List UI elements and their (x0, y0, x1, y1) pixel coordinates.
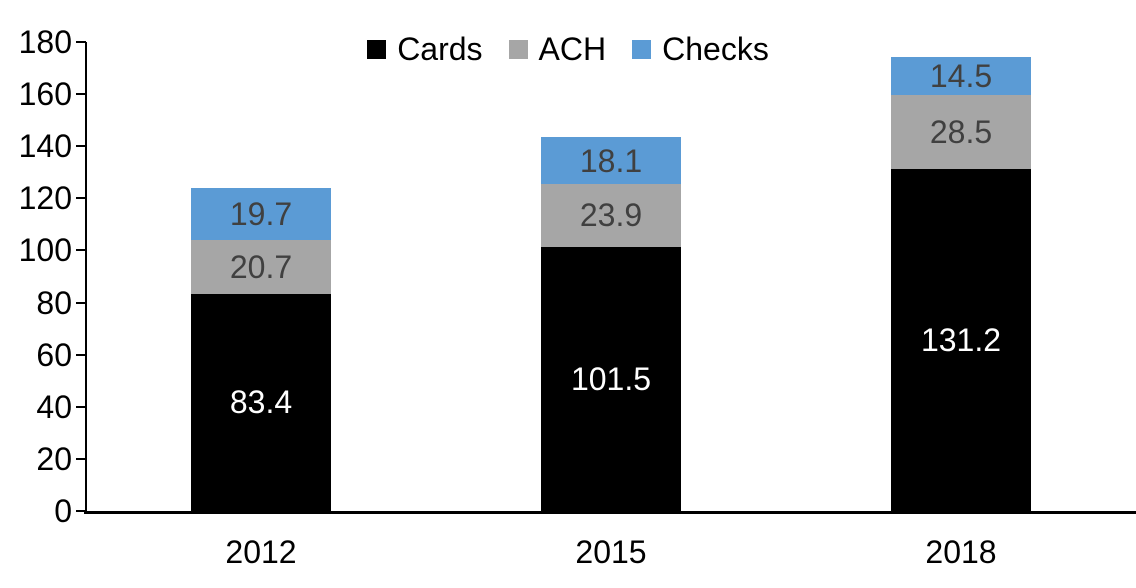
bar-segment-ach: 23.9 (541, 184, 681, 247)
bar-2012: 19.7 20.7 83.4 (191, 188, 331, 511)
legend-item-cards: Cards (367, 31, 483, 67)
y-tick-label: 100 (18, 232, 72, 269)
x-category-label: 2012 (225, 534, 297, 570)
legend-label: Checks (662, 31, 769, 67)
bar-segment-cards: 131.2 (891, 169, 1031, 511)
legend-label: ACH (538, 31, 607, 67)
y-tick-label: 120 (18, 180, 72, 217)
bar-segment-cards: 83.4 (191, 293, 331, 511)
y-tick-label: 140 (18, 128, 72, 165)
bar-segment-checks: 18.1 (541, 137, 681, 185)
y-tick-label: 40 (36, 388, 72, 425)
bar-segment-ach: 28.5 (891, 94, 1031, 170)
segment-value-label: 18.1 (579, 142, 643, 179)
segment-value-label: 23.9 (579, 197, 643, 234)
y-tick-mark (76, 301, 86, 304)
legend-label: Cards (397, 31, 483, 67)
y-tick-mark (76, 353, 86, 356)
bar-2015: 18.1 23.9 101.5 (541, 137, 681, 511)
segment-value-label: 14.5 (929, 58, 993, 95)
y-tick-mark (76, 197, 86, 200)
segment-value-label: 19.7 (229, 196, 293, 233)
y-tick-label: 80 (36, 284, 72, 321)
segment-value-label: 28.5 (929, 114, 993, 151)
x-category-label: 2015 (575, 534, 647, 570)
legend-swatch-ach (508, 39, 528, 59)
bar-segment-checks: 19.7 (191, 188, 331, 240)
y-tick-label: 160 (18, 76, 72, 113)
legend-item-ach: ACH (508, 31, 607, 67)
bar-segment-cards: 101.5 (541, 246, 681, 511)
y-tick-label: 0 (54, 493, 72, 529)
y-tick-mark (76, 249, 86, 252)
bar-2018: 14.5 28.5 131.2 (891, 57, 1031, 511)
chart-legend: Cards ACH Checks (0, 30, 1136, 68)
y-tick-label: 60 (36, 336, 72, 373)
legend-swatch-cards (367, 39, 387, 59)
x-axis-line (84, 511, 1136, 514)
legend-item-checks: Checks (632, 33, 769, 65)
legend-swatch-checks (632, 39, 652, 59)
y-tick-mark (76, 405, 86, 408)
y-tick-mark (76, 145, 86, 148)
y-tick-mark (76, 510, 86, 512)
segment-value-label: 101.5 (570, 360, 652, 397)
y-tick-label: 180 (18, 24, 72, 60)
y-tick-mark (76, 93, 86, 96)
y-axis-line (85, 42, 87, 512)
segment-value-label: 131.2 (920, 322, 1002, 359)
x-category-label: 2018 (925, 534, 997, 570)
segment-value-label: 83.4 (229, 384, 293, 421)
segment-value-label: 20.7 (229, 248, 293, 285)
y-tick-mark (76, 457, 86, 460)
y-tick-mark (76, 41, 86, 43)
bar-segment-ach: 20.7 (191, 239, 331, 294)
y-tick-label: 20 (36, 440, 72, 477)
bar-segment-checks: 14.5 (891, 57, 1031, 95)
